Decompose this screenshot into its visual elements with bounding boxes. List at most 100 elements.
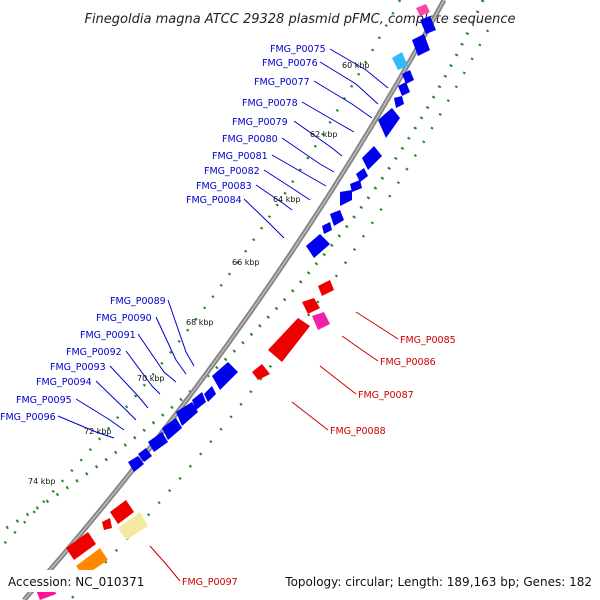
leader-line [109,365,149,409]
reverse-genes [36,280,334,600]
gene-arrow [118,512,148,540]
gene-label[interactable]: FMG_P0091 [80,330,136,341]
gene-label[interactable]: FMG_P0082 [204,166,260,177]
leader-line [255,184,293,211]
gene-arrow [362,146,382,170]
leader-line [95,380,137,421]
gene-arrow [306,234,330,258]
gene-label[interactable]: FMG_P0078 [242,98,298,109]
tick-label: 70 kbp [137,374,165,383]
leader-line [263,169,311,201]
leader-line [57,415,115,439]
gene-arrow [204,386,216,402]
gene-arrow [302,298,320,314]
leader-line [155,316,187,375]
backbone-arc [22,0,447,600]
leader-line [313,80,373,119]
gene-arrow [416,4,430,16]
gene-label[interactable]: FMG_P0086 [380,357,436,368]
gene-label[interactable]: FMG_P0080 [222,134,278,145]
map-title: Finegoldia magna ATCC 29328 plasmid pFMC… [84,12,515,27]
tick-labels: 60 kbp 62 kbp 64 kbp 66 kbp 68 kbp 70 kb… [28,61,370,486]
gene-arrow [394,96,404,108]
tick-label: 66 kbp [232,258,260,267]
gene-arrow [378,108,400,138]
forward-leader-lines [57,48,389,439]
leader-line [293,120,343,157]
forward-genes [128,4,436,472]
gene-arrow [412,34,430,56]
gene-arrow [176,402,198,426]
leader-line [319,61,379,105]
gene-arrow [340,190,352,206]
gene-label[interactable]: FMG_P0092 [66,347,122,358]
gene-label[interactable]: FMG_P0079 [232,117,288,128]
leader-line [291,401,329,431]
gene-label[interactable]: FMG_P0081 [212,151,268,162]
gene-label[interactable]: FMG_P0096 [0,412,56,423]
gene-arrow [252,364,270,380]
leader-line [137,333,177,383]
gene-label[interactable]: FMG_P0089 [110,296,166,307]
gene-arrow [312,312,330,330]
gene-arrow [212,362,238,390]
reverse-gene-labels: FMG_P0085 FMG_P0086 FMG_P0087 FMG_P0088 … [182,335,456,588]
gene-arrow [420,16,436,34]
gene-label[interactable]: FMG_P0077 [254,77,310,88]
gene-label[interactable]: FMG_P0095 [16,395,72,406]
backbone-highlight [23,0,445,600]
footer-right-bg [282,570,600,592]
leader-line [319,365,357,395]
tick-label: 68 kbp [186,318,214,327]
gene-arrow [268,318,310,362]
tick-label: 72 kbp [84,427,112,436]
leader-line [341,335,379,362]
gene-arrow [162,418,182,440]
gene-label[interactable]: FMG_P0075 [270,44,326,55]
gene-arrow [350,180,362,192]
leader-line [125,350,161,395]
gene-arrow [192,392,206,410]
leader-line [271,154,327,187]
tick-label: 64 kbp [273,195,301,204]
gene-arrow [66,532,96,560]
leader-line [329,48,389,89]
gene-arrow [402,70,414,84]
reverse-leader-lines [149,311,399,582]
gene-arrow [110,500,134,524]
gene-arrow [356,168,368,182]
gene-arrow [322,222,332,234]
leader-line [167,299,195,367]
tick-label: 74 kbp [28,477,56,486]
summary-text: Topology: circular; Length: 189,163 bp; … [284,575,592,589]
gene-arrow [398,82,410,96]
gene-arrow [76,548,108,576]
forward-tick-track [0,0,402,549]
gene-arrow [392,52,408,70]
gene-label[interactable]: FMG_P0088 [330,426,386,437]
gene-label[interactable]: FMG_P0085 [400,335,456,346]
gene-label[interactable]: FMG_P0094 [36,377,92,388]
gene-label[interactable]: FMG_P0087 [358,390,414,401]
leader-line [281,137,335,173]
tick-label: 60 kbp [342,61,370,70]
leader-line [355,311,399,340]
gene-arrow [148,432,168,452]
gene-arrow [330,210,344,226]
gene-label[interactable]: FMG_P0076 [262,58,318,69]
gene-arrow [138,448,152,462]
leader-line [301,101,355,133]
footer-left-bg [0,570,140,592]
leader-line [243,198,285,239]
gene-label[interactable]: FMG_P0090 [96,313,152,324]
gene-label[interactable]: FMG_P0083 [196,181,252,192]
gene-arrow [128,456,144,472]
tick-label: 62 kbp [310,130,338,139]
gene-label[interactable]: FMG_P0084 [186,195,242,206]
accession-text: Accession: NC_010371 [8,575,144,589]
gene-label[interactable]: FMG_P0093 [50,362,106,373]
forward-gene-labels: FMG_P0075 FMG_P0076 FMG_P0077 FMG_P0078 … [0,44,326,423]
gene-label[interactable]: FMG_P0097 [182,577,238,588]
